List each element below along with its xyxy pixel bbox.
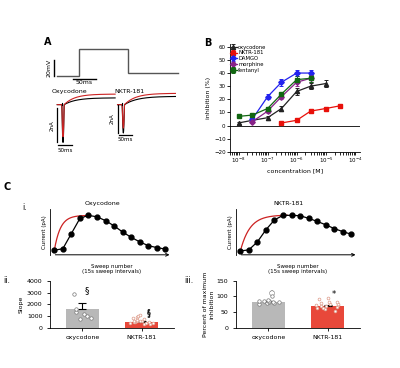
Text: A: A (44, 37, 51, 47)
Text: 50ms: 50ms (57, 148, 73, 153)
Text: NKTR-181: NKTR-181 (114, 89, 145, 94)
Bar (66, 309, 99, 328)
Y-axis label: Current (pA): Current (pA) (228, 215, 233, 249)
Text: Sweep number
(15s sweep intervals): Sweep number (15s sweep intervals) (82, 263, 142, 275)
Text: Sweep number
(15s sweep intervals): Sweep number (15s sweep intervals) (268, 263, 328, 275)
Y-axis label: Current (pA): Current (pA) (42, 215, 47, 249)
Text: Oxycodone: Oxycodone (52, 89, 87, 94)
Text: 50ms: 50ms (118, 138, 133, 142)
Text: C: C (4, 182, 11, 192)
Text: Oxycodone: Oxycodone (84, 201, 120, 206)
Text: B: B (204, 38, 211, 48)
Legend: oxycodone, NKTR-181, DAMGO, morphine, fentanyl: oxycodone, NKTR-181, DAMGO, morphine, fe… (230, 45, 266, 73)
Text: iii.: iii. (184, 276, 193, 285)
Bar (311, 307, 344, 328)
Bar (125, 322, 158, 328)
Text: 2nA: 2nA (110, 114, 114, 124)
Text: §: § (85, 286, 90, 296)
Text: i.: i. (23, 203, 27, 212)
Text: ii.: ii. (3, 276, 10, 285)
X-axis label: concentration [M]: concentration [M] (267, 168, 323, 173)
Text: 20mV: 20mV (46, 59, 51, 77)
Text: *: * (331, 290, 336, 299)
Y-axis label: Percent of maximum
inhibition: Percent of maximum inhibition (203, 272, 214, 337)
Text: 50ms: 50ms (76, 80, 93, 85)
Text: §: § (147, 309, 150, 318)
Text: ○: ○ (268, 290, 274, 296)
Text: 2nA: 2nA (49, 120, 54, 131)
Y-axis label: inhibition (%): inhibition (%) (206, 77, 211, 119)
Y-axis label: Slope: Slope (19, 296, 24, 313)
Text: §: § (147, 308, 150, 317)
Text: NKTR-181: NKTR-181 (273, 201, 303, 206)
Bar (252, 302, 285, 328)
